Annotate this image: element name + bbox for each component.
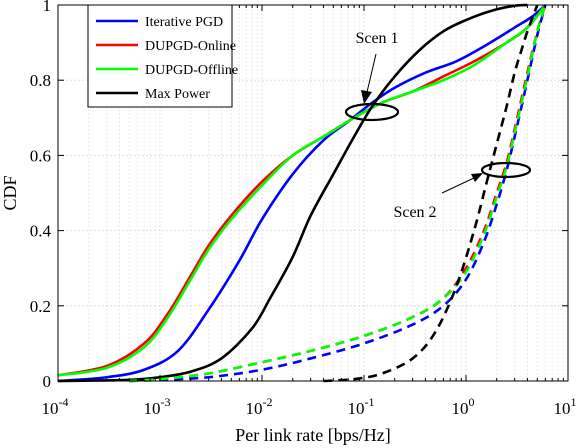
- scen1-label: Scen 1: [355, 30, 398, 47]
- y-tick-label: 1: [43, 0, 52, 15]
- x-tick-label-exponent: 1: [571, 395, 577, 409]
- legend-label-max-power: Max Power: [145, 87, 210, 102]
- x-tick-label: 10-1: [348, 395, 375, 418]
- x-tick-label: 10-2: [246, 395, 273, 418]
- scen2-arrow-shaft: [441, 177, 475, 194]
- x-tick-label: 101: [554, 395, 577, 418]
- x-tick-label: 10-3: [144, 395, 171, 418]
- legend-label-iterative-pgd: Iterative PGD: [145, 15, 223, 30]
- x-tick-label-exponent: 0: [469, 395, 475, 409]
- max-power-scen2-line: [323, 4, 539, 383]
- x-tick-label-exponent: -2: [263, 395, 273, 409]
- x-tick-label-base: 10: [144, 399, 161, 418]
- x-tick-label: 10-4: [42, 395, 69, 418]
- y-tick-label: 0: [43, 372, 52, 391]
- legend: Iterative PGD DUPGD-Online DUPGD-Offline Ma…: [87, 4, 238, 108]
- dupgd-offline-scen1-line: [57, 4, 547, 377]
- x-tick-label-base: 10: [348, 399, 365, 418]
- scen2-label: Scen 2: [393, 204, 436, 221]
- legend-label-dupgd-offline: DUPGD-Offline: [145, 63, 238, 78]
- scen1-arrowhead: [361, 90, 372, 104]
- scen1-arrow-shaft: [366, 53, 377, 93]
- y-axis-label: CDF: [0, 175, 20, 210]
- y-tick-label: 0.6: [30, 146, 51, 165]
- legend-label-dupgd-online: DUPGD-Online: [145, 39, 236, 54]
- series-lines: [57, 3, 547, 383]
- plot-frame: [57, 4, 569, 382]
- scen2-arrowhead: [471, 173, 483, 182]
- y-tick-label: 0.8: [30, 71, 51, 90]
- grid: [57, 4, 569, 382]
- scen2-ellipse: [480, 161, 532, 179]
- x-axis-label: Per link rate [bps/Hz]: [235, 425, 390, 445]
- annotations: Scen 1 Scen 2: [344, 30, 532, 221]
- x-tick-label: 100: [452, 395, 475, 418]
- x-tick-label-exponent: -1: [365, 395, 375, 409]
- x-tick-label-base: 10: [42, 399, 59, 418]
- y-tick-label: 0.4: [30, 222, 52, 241]
- dupgd-offline-scen2-line: [129, 4, 547, 383]
- x-tick-label-base: 10: [452, 399, 469, 418]
- x-tick-label-base: 10: [554, 399, 571, 418]
- x-tick-label-exponent: -4: [59, 395, 69, 409]
- iterative-pgd-scen2-line: [129, 4, 547, 383]
- y-tick-label: 0.2: [30, 297, 51, 316]
- scen1-ellipse: [344, 102, 400, 122]
- axes-frame: [57, 4, 569, 382]
- x-tick-label-exponent: -3: [161, 395, 171, 409]
- max-power-scen1-line: [57, 3, 528, 383]
- x-tick-label-base: 10: [246, 399, 263, 418]
